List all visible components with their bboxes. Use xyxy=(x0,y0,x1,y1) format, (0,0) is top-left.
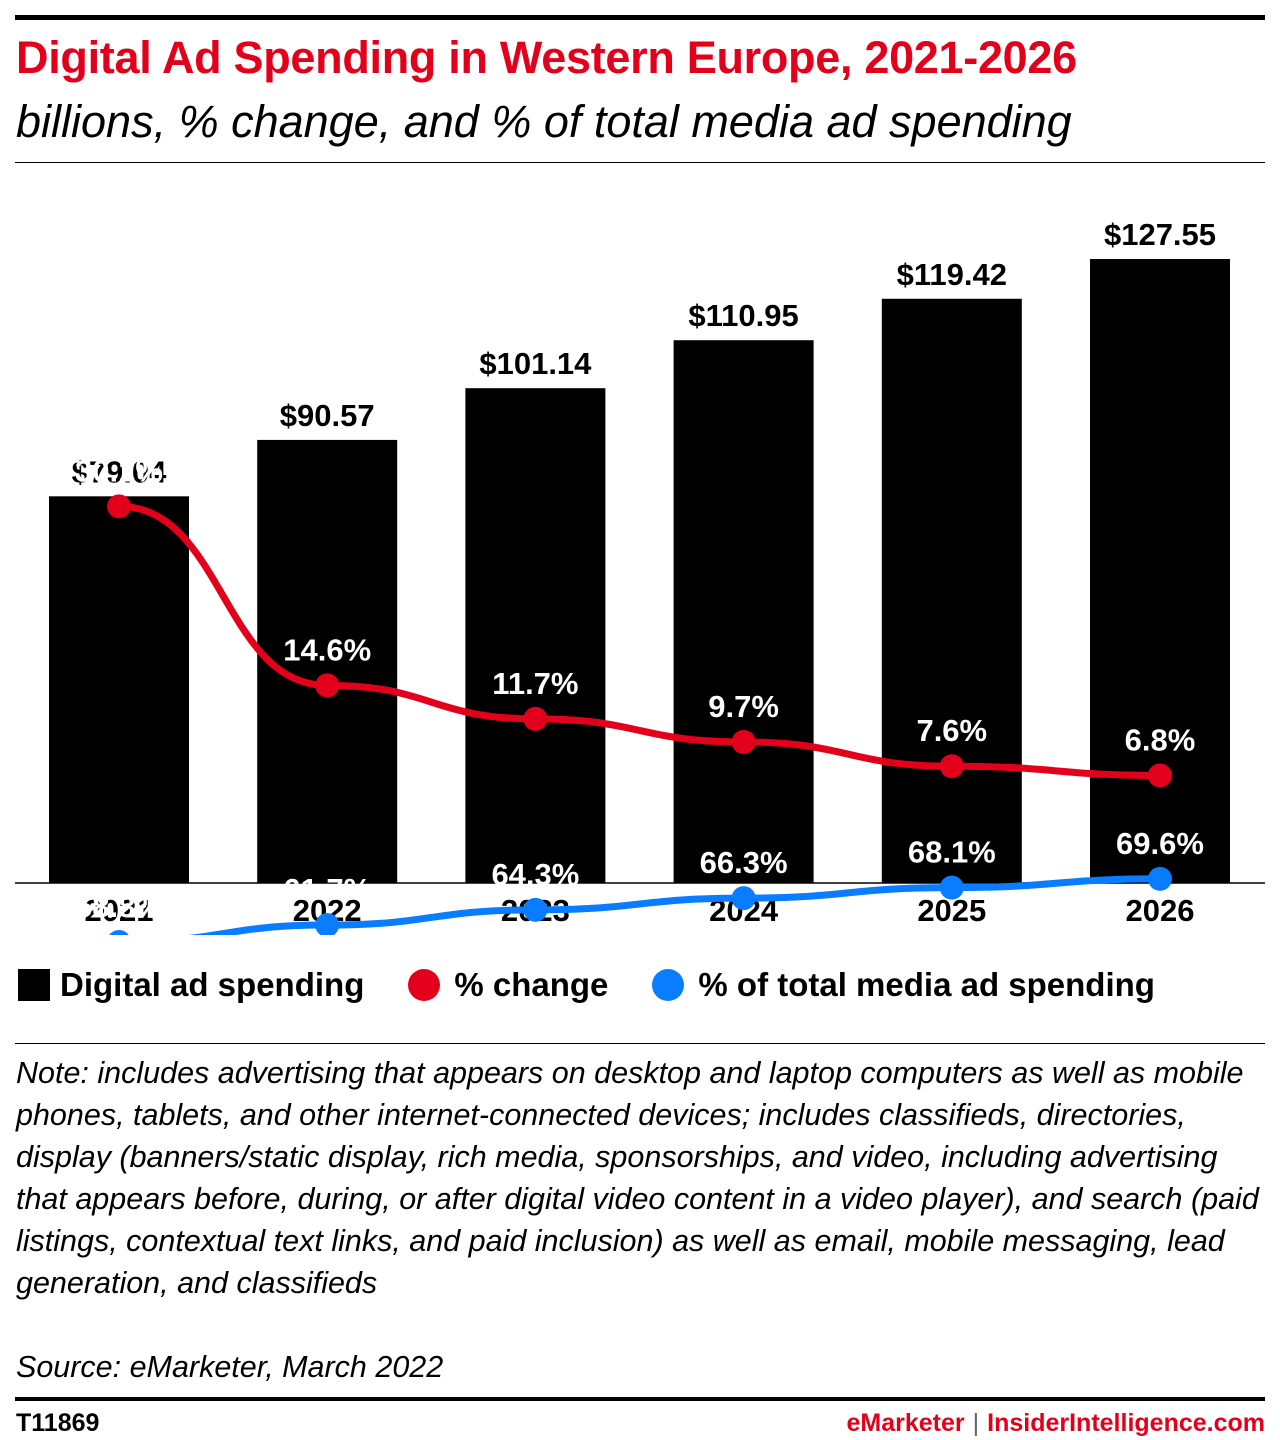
labels-layer: $79.04 $90.57 $101.14 $110.95 $119.42 $127.55… xyxy=(72,217,1216,924)
share-line-label: 68.1% xyxy=(908,835,996,870)
brand-insider-intelligence: InsiderIntelligence.com xyxy=(987,1409,1265,1437)
change-line-label: 11.7% xyxy=(492,666,578,701)
legend-divider xyxy=(15,1043,1265,1044)
change-point xyxy=(315,673,340,698)
share-line-label: 69.6% xyxy=(1116,826,1204,861)
share-point xyxy=(731,886,756,911)
bar-value-label: $90.57 xyxy=(280,398,375,433)
chart-area: 202120222023202420252026 $79.04$90.57$10… xyxy=(15,217,1265,935)
share-line-label: 64.3% xyxy=(491,857,579,892)
chart-title: Digital Ad Spending in Western Europe, 2… xyxy=(16,32,1077,83)
brand-emarketer: eMarketer xyxy=(846,1409,965,1437)
share-line xyxy=(188,875,1164,935)
chart-subtitle: billions, % change, and % of total media… xyxy=(16,96,1072,147)
share-point xyxy=(315,913,340,935)
bar-value-label: $110.95 xyxy=(688,298,798,333)
change-line-label: 6.8% xyxy=(1125,722,1196,757)
legend-label-change: % change xyxy=(454,966,609,1003)
bar-2026 xyxy=(1090,259,1230,883)
share-line-label: 66.3% xyxy=(700,845,788,880)
bar-value-label: $127.55 xyxy=(1104,217,1216,252)
title-divider xyxy=(15,162,1265,163)
bar-2024 xyxy=(673,340,814,883)
change-point xyxy=(523,706,548,731)
bar-2025 xyxy=(881,298,1022,883)
chart-id: T11869 xyxy=(16,1409,100,1437)
bar-2021 xyxy=(49,496,189,883)
brand-separator: | xyxy=(972,1409,980,1437)
legend-label-share: % of total media ad spending xyxy=(698,966,1155,1003)
legend-label-spending: Digital ad spending xyxy=(60,966,365,1003)
change-line-label: 14.6% xyxy=(283,632,371,667)
bar-2023 xyxy=(465,388,606,883)
legend-item-change: % change xyxy=(408,966,608,1004)
x-tick-label: 2021 xyxy=(85,893,154,928)
bar-2022 xyxy=(257,439,398,883)
bar-value-label: $119.42 xyxy=(897,257,1007,292)
legend-swatch-change xyxy=(408,969,441,1001)
legend-swatch-bar xyxy=(18,969,50,1001)
lines-layer xyxy=(107,494,1172,935)
share-point xyxy=(523,897,548,922)
share-point xyxy=(109,930,129,935)
legend-swatch-share xyxy=(652,969,685,1001)
change-point xyxy=(1148,763,1172,788)
legend: Digital ad spending % change % of total … xyxy=(18,962,1199,1008)
bottom-rule xyxy=(15,1397,1265,1401)
legend-item-share: % of total media ad spending xyxy=(652,966,1155,1004)
change-point xyxy=(107,494,131,519)
chart-source: Source: eMarketer, March 2022 xyxy=(16,1350,444,1384)
legend-item-spending: Digital ad spending xyxy=(18,966,364,1004)
footer-brand: eMarketer | InsiderIntelligence.com xyxy=(847,1409,1266,1438)
share-point xyxy=(1148,866,1172,891)
change-point xyxy=(939,754,964,779)
bars-layer xyxy=(49,259,1230,883)
chart-note: Note: includes advertising that appears … xyxy=(16,1056,1259,1300)
share-line-label: 58.8% xyxy=(75,889,163,924)
top-rule xyxy=(15,15,1265,20)
change-line-label: 30.1% xyxy=(75,453,163,488)
change-line-label: 9.7% xyxy=(708,689,779,724)
bar-value-label: $101.14 xyxy=(479,346,592,381)
change-line-label: 7.6% xyxy=(916,713,987,748)
x-tick-label: 2026 xyxy=(1126,893,1195,928)
share-point xyxy=(939,875,964,900)
change-point xyxy=(731,729,756,754)
share-line-label: 61.7% xyxy=(283,872,371,907)
bar-value-label: $79.04 xyxy=(72,454,168,489)
